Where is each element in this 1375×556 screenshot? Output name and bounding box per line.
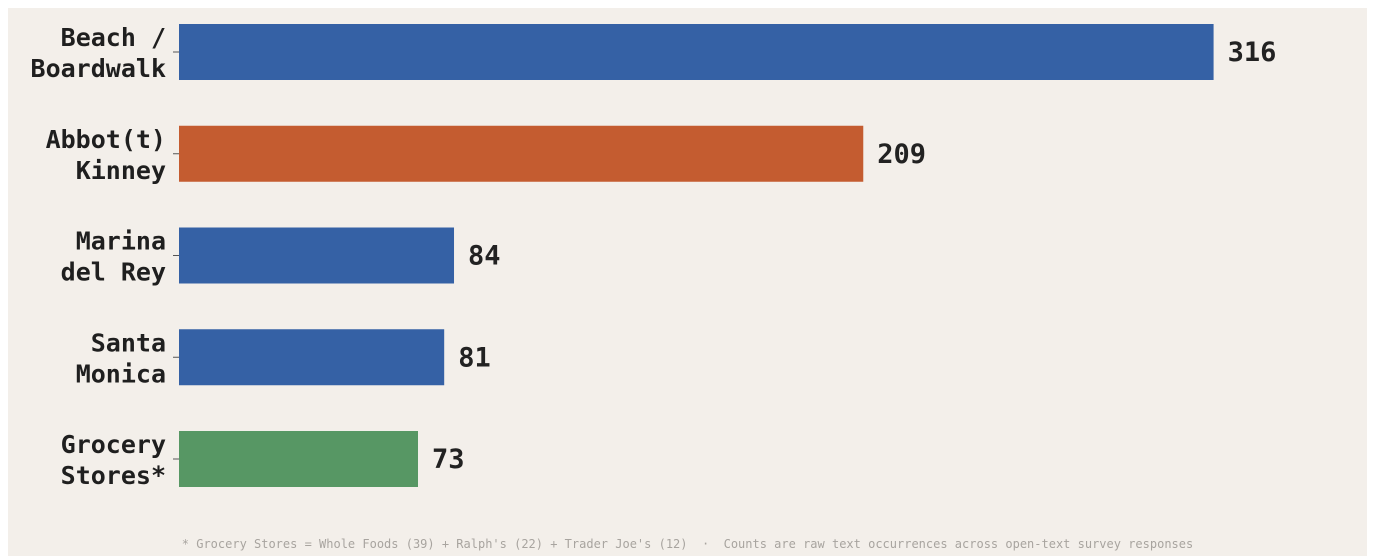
footnote: * Grocery Stores = Whole Foods (39) + Ra… [181, 537, 1194, 551]
value-label-2: 209 [877, 139, 926, 170]
category-label-3: Marina del Rey [61, 227, 166, 287]
category-label-4: Santa Monica [76, 328, 166, 388]
category-label-1: Beach / Boardwalk [31, 23, 166, 83]
category-label-5: Grocery Stores* [61, 430, 166, 490]
bar-1 [179, 24, 1214, 80]
bar-5 [179, 431, 419, 487]
value-label-1: 316 [1228, 37, 1277, 68]
labels-layer: 316 Beach / Boardwalk 209 Abbot(t) Kinney 84 Ma… [31, 23, 1277, 490]
category-label-2: Abbot(t) Kinney [46, 125, 166, 185]
bars-layer [173, 24, 1214, 487]
value-label-5: 73 [432, 444, 465, 475]
value-label-3: 84 [468, 241, 501, 272]
bar-4 [179, 329, 445, 386]
bar-3 [179, 227, 455, 284]
bar-2 [179, 125, 864, 182]
value-label-4: 81 [458, 342, 491, 373]
